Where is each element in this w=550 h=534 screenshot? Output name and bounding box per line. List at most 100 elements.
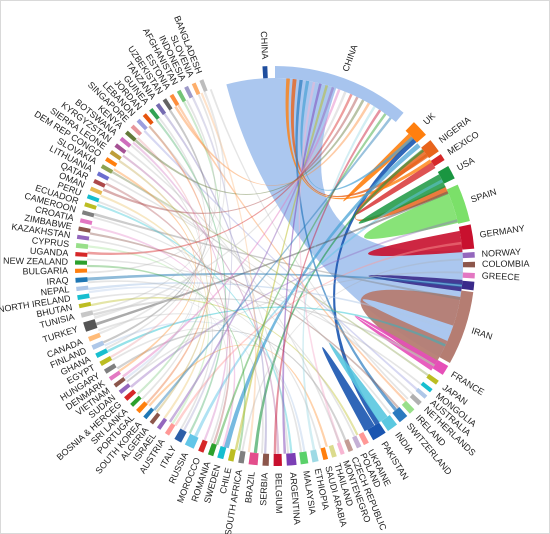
arc-uk	[405, 122, 426, 143]
arc-afghanistan	[176, 89, 187, 103]
arc-colombia	[462, 261, 475, 268]
arc-japan	[426, 373, 439, 385]
arc-norway	[462, 252, 475, 259]
label-iraq: IRAQ	[46, 275, 69, 287]
arc-indonesia	[184, 85, 194, 99]
arc-kazakhstan	[76, 234, 90, 241]
arc-malaysia	[299, 451, 309, 465]
arc-sierra-leone	[109, 150, 122, 161]
label-norway: NORWAY	[481, 247, 521, 259]
arc-portugal	[136, 401, 148, 414]
arc-china	[275, 66, 404, 122]
arc-egypt	[99, 355, 113, 366]
label-greece: GREECE	[482, 270, 520, 282]
label-china: CHINA	[259, 31, 270, 59]
chord-link	[234, 84, 329, 451]
arc-tunisia	[80, 310, 94, 318]
arc-bhutan	[78, 301, 92, 309]
arc-south-korea	[143, 407, 155, 420]
arc-guinea	[149, 107, 160, 120]
arc-turkey	[83, 319, 98, 332]
arc-lebanon	[136, 118, 148, 131]
arc-czech-republic	[344, 439, 354, 452]
arc-spain	[446, 184, 470, 224]
chord-link	[87, 273, 463, 288]
chord-link	[354, 161, 436, 216]
chord-link	[358, 174, 446, 224]
arc-ghana	[95, 348, 109, 359]
arc-austria	[164, 422, 176, 436]
chord-link	[322, 347, 375, 432]
arc-iraq	[75, 277, 88, 283]
arc-chile	[227, 448, 236, 462]
arc-ukraine	[358, 431, 369, 446]
chord-link	[118, 159, 209, 413]
arc-vietnam	[113, 377, 126, 388]
label-china: CHINA	[341, 43, 360, 73]
arc-mexico	[430, 154, 445, 167]
arc-denmark	[108, 370, 121, 381]
label-serbia: SERBIA	[258, 473, 270, 506]
arc-hungary	[103, 363, 117, 374]
label-bulgaria: BULGARIA	[22, 265, 68, 276]
label-uk: UK	[421, 111, 437, 127]
arc-netherlands	[409, 393, 422, 406]
arc-pakistan	[367, 422, 386, 441]
chord-link	[145, 125, 212, 405]
arc-algeria	[149, 412, 161, 425]
arc-finland	[91, 340, 105, 350]
arc-germany	[458, 224, 475, 250]
arc-france	[432, 360, 449, 375]
arc-bosnia-herceg	[124, 389, 137, 401]
label-cyprus: CYPRUS	[31, 235, 69, 249]
arc-thailand	[328, 444, 337, 458]
arc-morocco	[198, 439, 208, 453]
arc-uzbekistan	[162, 98, 173, 111]
label-uganda: UGANDA	[30, 246, 69, 258]
arc-croatia	[79, 218, 93, 225]
arc-cyprus	[75, 243, 89, 249]
label-spain: SPAIN	[470, 187, 498, 205]
chord-link	[113, 168, 197, 373]
arc-nepal	[76, 285, 89, 292]
arc-lithuania	[96, 171, 110, 181]
arc-iran	[461, 280, 475, 291]
arc-sudan	[118, 383, 131, 395]
chord-link	[126, 271, 463, 383]
label-colombia: COLOMBIA	[482, 259, 530, 269]
arc-qatar	[93, 178, 106, 188]
chord-link	[95, 191, 449, 326]
arc-south-africa	[238, 450, 246, 464]
arc-ireland	[401, 400, 415, 414]
chord-link	[174, 102, 371, 186]
arc-kyrgyzstan	[114, 143, 127, 154]
arc-iran	[439, 290, 474, 363]
arc-uganda	[75, 252, 88, 257]
arc-montenegro	[336, 442, 345, 455]
arc-israel	[156, 417, 168, 430]
label-iran: IRAN	[470, 325, 494, 341]
arc-bulgaria	[75, 268, 88, 273]
arc-switzerland	[392, 407, 408, 423]
chord-link	[329, 342, 388, 423]
arc-australia	[415, 387, 428, 399]
arc-china	[262, 66, 268, 79]
chord-link	[302, 105, 376, 451]
arc-romania	[207, 443, 217, 457]
arc-poland	[352, 435, 362, 449]
arc-saudi-arabia	[320, 447, 329, 461]
arc-peru	[86, 194, 100, 203]
label-germany: GERMANY	[479, 223, 525, 240]
arc-sri-lanka	[130, 395, 142, 407]
chord-link	[126, 144, 203, 383]
label-brazil: BRAZIL	[243, 471, 256, 503]
arc-italy	[174, 428, 187, 443]
arc-ethiopia	[310, 449, 319, 463]
label-nepal: NEPAL	[40, 284, 70, 297]
label-new-zealand: NEW ZEALAND	[3, 256, 69, 267]
chord-link	[360, 289, 461, 368]
arc-tanzania	[155, 102, 167, 116]
arc-bangladesh	[199, 79, 208, 92]
arc-mongolia	[420, 381, 433, 393]
arc-canada	[88, 332, 101, 342]
